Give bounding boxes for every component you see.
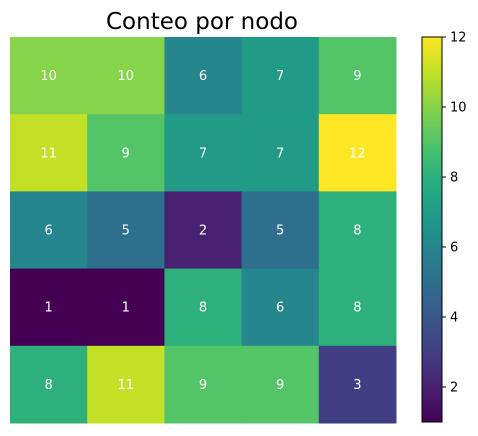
colorbar-tick-label: 2 [450,381,458,396]
heatmap-cell-label: 3 [353,378,361,393]
heatmap-cell-label: 9 [122,146,130,161]
heatmap-cell-label: 1 [44,301,52,316]
heatmap-cell [241,191,320,270]
colorbar-ticks: 2 4 6 8 10 12 [442,31,467,396]
heatmap-cell [10,345,88,424]
colorbar [421,36,443,423]
heatmap-cell [318,345,397,424]
heatmap-cell-label: 7 [199,146,207,161]
heatmap-cell-label: 8 [199,301,207,316]
heatmap-cell [318,268,397,347]
heatmap-cell-label: 1 [122,301,130,316]
colorbar-tick-label: 4 [450,311,458,326]
heatmap-cell [87,268,165,347]
heatmap-cells [10,37,397,424]
colorbar-tick-label: 8 [450,171,458,186]
heatmap-cell [164,345,243,424]
heatmap-cell [10,191,88,270]
heatmap-cell [10,37,88,115]
colorbar-tick-label: 6 [450,241,458,256]
heatmap-cell [164,114,243,192]
heatmap-cell [318,191,397,270]
heatmap-cell-label: 5 [122,224,130,239]
heatmap-cell-label: 9 [199,378,207,393]
chart-title: Conteo por nodo [106,9,298,35]
heatmap-cell-label: 7 [276,69,284,84]
heatmap-cell-label: 9 [276,378,284,393]
heatmap-cell-label: 5 [276,224,284,239]
colorbar-tick-label: 10 [450,101,467,116]
heatmap-cell [241,268,320,347]
heatmap-cell-label: 9 [353,69,361,84]
heatmap-cell-label: 6 [199,69,207,84]
heatmap-cell-label: 8 [44,378,52,393]
heatmap-cell-label: 8 [353,301,361,316]
heatmap-cell-labels: 10 10 6 7 911 9 7 7 126 5 2 5 81 1 8 6 88 11 9 9 3 [40,69,365,393]
heatmap-cell-label: 10 [118,69,135,84]
heatmap-cell-label: 6 [276,301,284,316]
colorbar-tick-label: 12 [450,31,467,46]
heatmap-cell-label: 7 [276,146,284,161]
heatmap-cell [164,191,243,270]
heatmap-cell-label: 11 [40,146,57,161]
heatmap-cell [87,191,165,270]
heatmap-cell [241,114,320,192]
heatmap-cell [241,345,320,424]
heatmap-cell [87,37,165,115]
heatmap-cell [10,114,88,192]
heatmap-cell [87,114,165,192]
heatmap-cell-label: 8 [353,224,361,239]
heatmap-cell [318,37,397,115]
heatmap-cell-label: 12 [349,146,366,161]
heatmap-cell [10,268,88,347]
heatmap-cell-label: 6 [44,224,52,239]
heatmap-cell [241,37,320,115]
heatmap-cell [164,268,243,347]
heatmap-cell-label: 10 [40,69,57,84]
heatmap-cell [318,114,397,192]
heatmap-cell-label: 11 [118,378,135,393]
heatmap-cell [87,345,165,424]
heatmap-cell [164,37,243,115]
heatmap-cell-label: 2 [199,224,207,239]
